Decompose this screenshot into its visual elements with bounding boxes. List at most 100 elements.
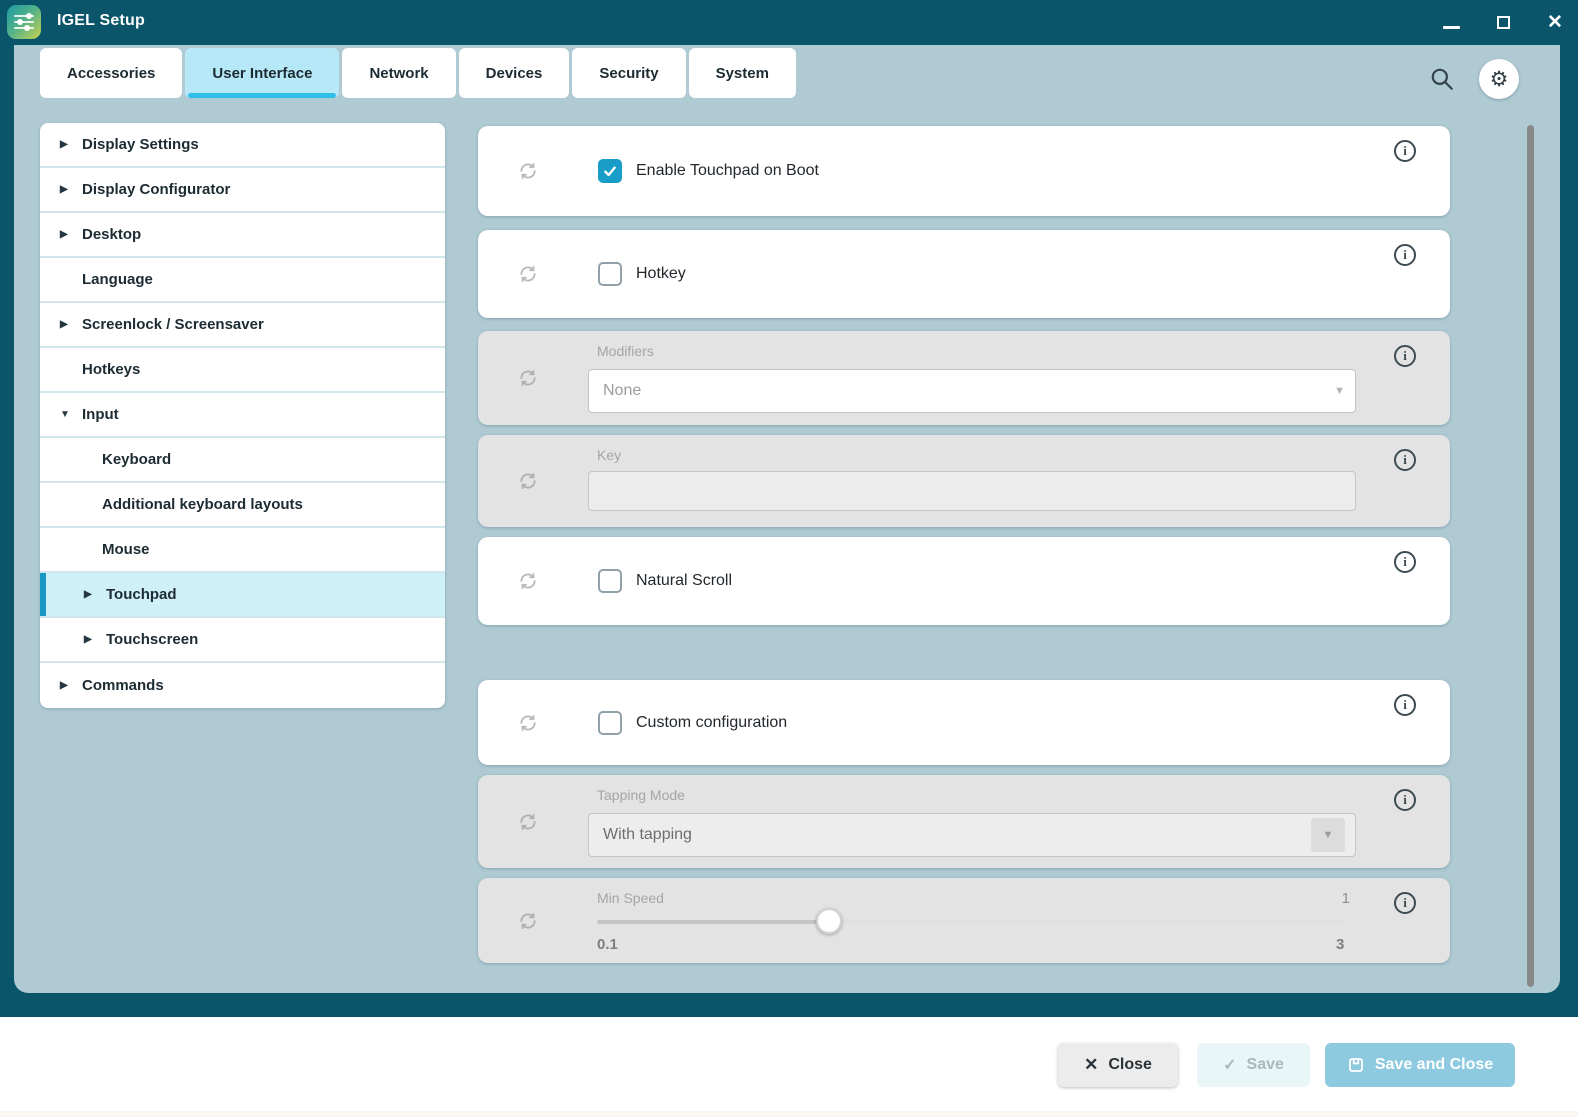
sidebar-item-label: Desktop <box>82 226 142 243</box>
sidebar-item-commands[interactable]: ▶ Commands <box>40 663 445 708</box>
checkbox-custom-configuration[interactable]: Custom configuration <box>598 710 788 735</box>
slider-max-label: 3 <box>1336 936 1345 953</box>
sidebar-item-label: Mouse <box>102 541 150 558</box>
logo-slider-line <box>14 13 34 19</box>
setting-card-modifiers: i Modifiers None ▼ <box>478 331 1450 425</box>
sidebar-item-label: Input <box>82 406 119 423</box>
save-button-label: Save <box>1246 1056 1284 1073</box>
sidebar-item-additional-keyboard-layouts[interactable]: Additional keyboard layouts <box>40 483 445 528</box>
reset-to-default-icon[interactable] <box>518 571 538 591</box>
modifiers-dropdown[interactable]: None ▼ <box>588 369 1356 413</box>
sidebar-item-hotkeys[interactable]: Hotkeys <box>40 348 445 393</box>
titlebar: IGEL Setup ✕ <box>0 0 1578 45</box>
tab-accessories[interactable]: Accessories <box>40 48 183 98</box>
sidebar-item-label: Additional keyboard layouts <box>102 496 303 513</box>
min-speed-slider-thumb[interactable] <box>816 908 842 934</box>
sidebar-item-label: Touchscreen <box>106 631 199 648</box>
info-icon[interactable]: i <box>1394 140 1416 162</box>
sidebar-item-touchpad[interactable]: ▶ Touchpad <box>40 573 445 618</box>
tab-user-interface[interactable]: User Interface <box>185 48 340 98</box>
chevron-down-icon: ▼ <box>60 409 70 420</box>
reset-to-default-icon[interactable] <box>518 161 538 181</box>
checkbox-enable-touchpad-on-boot[interactable]: Enable Touchpad on Boot <box>598 159 819 183</box>
logo-slider-line <box>14 19 34 25</box>
sidebar-item-input[interactable]: ▼ Input <box>40 393 445 438</box>
settings-menu-button[interactable]: ⚙ <box>1479 59 1519 99</box>
settings-tree: ▶ Display Settings ▶ Display Configurator … <box>40 123 445 708</box>
chevron-right-icon: ▶ <box>84 634 92 645</box>
reset-to-default-icon[interactable] <box>518 713 538 733</box>
close-button-label: Close <box>1108 1056 1152 1073</box>
vertical-scrollbar[interactable] <box>1527 125 1534 987</box>
setting-card-hotkey: i Hotkey <box>478 230 1450 318</box>
info-icon[interactable]: i <box>1394 694 1416 716</box>
setting-card-min-speed: i Min Speed 1 0.1 3 <box>478 878 1450 963</box>
info-icon[interactable]: i <box>1394 449 1416 471</box>
sidebar-item-language[interactable]: Language <box>40 258 445 303</box>
search-button[interactable] <box>1426 63 1458 95</box>
sidebar-item-desktop[interactable]: ▶ Desktop <box>40 213 445 258</box>
key-input[interactable] <box>588 471 1356 511</box>
maximize-button[interactable] <box>1488 8 1518 38</box>
dropdown-value: None <box>603 382 642 399</box>
tab-devices[interactable]: Devices <box>458 48 570 98</box>
sidebar-item-label: Hotkeys <box>82 361 141 378</box>
save-button[interactable]: ✓ Save <box>1197 1043 1310 1087</box>
sidebar-item-label: Display Settings <box>82 136 199 153</box>
checkbox-label: Hotkey <box>636 265 686 282</box>
checkbox-hotkey[interactable]: Hotkey <box>598 262 686 286</box>
setting-card-custom-configuration: i Custom configuration <box>478 680 1450 765</box>
info-icon[interactable]: i <box>1394 789 1416 811</box>
tapping-mode-dropdown[interactable]: With tapping ▼ <box>588 813 1356 857</box>
maximize-icon <box>1496 16 1510 29</box>
search-icon <box>1431 68 1453 90</box>
checkbox-natural-scroll[interactable]: Natural Scroll <box>598 569 732 593</box>
tab-system[interactable]: System <box>688 48 796 98</box>
slider-current-value: 1 <box>1341 890 1350 907</box>
min-speed-slider-track[interactable] <box>597 920 1345 924</box>
field-label: Key <box>597 447 622 463</box>
sidebar-item-touchscreen[interactable]: ▶ Touchscreen <box>40 618 445 663</box>
chevron-right-icon: ▶ <box>60 319 68 330</box>
sidebar-item-keyboard[interactable]: Keyboard <box>40 438 445 483</box>
reset-to-default-icon[interactable] <box>518 471 538 491</box>
setting-card-enable-touchpad: i Enable Touchpad on Boot <box>478 126 1450 216</box>
reset-to-default-icon[interactable] <box>518 368 538 388</box>
check-icon: ✓ <box>1223 1057 1237 1074</box>
info-icon[interactable]: i <box>1394 345 1416 367</box>
field-label: Min Speed <box>597 890 664 906</box>
close-button[interactable]: ✕ Close <box>1058 1043 1178 1087</box>
chevron-down-icon: ▼ <box>1334 385 1345 397</box>
sidebar-item-mouse[interactable]: Mouse <box>40 528 445 573</box>
minimize-button[interactable] <box>1436 8 1466 38</box>
chevron-right-icon: ▶ <box>60 184 68 195</box>
field-label: Modifiers <box>597 343 654 359</box>
checkbox-label: Custom configuration <box>636 713 788 731</box>
info-icon[interactable]: i <box>1394 551 1416 573</box>
checkbox-unchecked <box>598 569 622 593</box>
content-panel: Accessories User Interface Network Devic… <box>14 45 1560 993</box>
reset-to-default-icon[interactable] <box>518 812 538 832</box>
checkbox-unchecked <box>598 262 622 286</box>
field-label: Tapping Mode <box>597 787 685 803</box>
chevron-down-icon: ▼ <box>1311 818 1345 852</box>
tab-security[interactable]: Security <box>572 48 686 98</box>
reset-to-default-icon[interactable] <box>518 264 538 284</box>
close-icon: ✕ <box>1084 1055 1099 1074</box>
setting-card-tapping-mode: i Tapping Mode With tapping ▼ <box>478 775 1450 868</box>
sidebar-item-screenlock-screensaver[interactable]: ▶ Screenlock / Screensaver <box>40 303 445 348</box>
tab-network[interactable]: Network <box>342 48 456 98</box>
close-window-button[interactable]: ✕ <box>1540 8 1570 38</box>
save-and-close-button[interactable]: Save and Close <box>1325 1043 1515 1087</box>
close-icon: ✕ <box>1547 12 1563 33</box>
info-icon[interactable]: i <box>1394 892 1416 914</box>
sidebar-item-label: Display Configurator <box>82 181 231 198</box>
sidebar-item-label: Keyboard <box>102 451 172 468</box>
info-icon[interactable]: i <box>1394 244 1416 266</box>
checkbox-checked <box>598 159 622 183</box>
sidebar-item-display-settings[interactable]: ▶ Display Settings <box>40 123 445 168</box>
tab-bar: Accessories User Interface Network Devic… <box>40 48 796 98</box>
reset-to-default-icon[interactable] <box>518 911 538 931</box>
sidebar-item-display-configurator[interactable]: ▶ Display Configurator <box>40 168 445 213</box>
